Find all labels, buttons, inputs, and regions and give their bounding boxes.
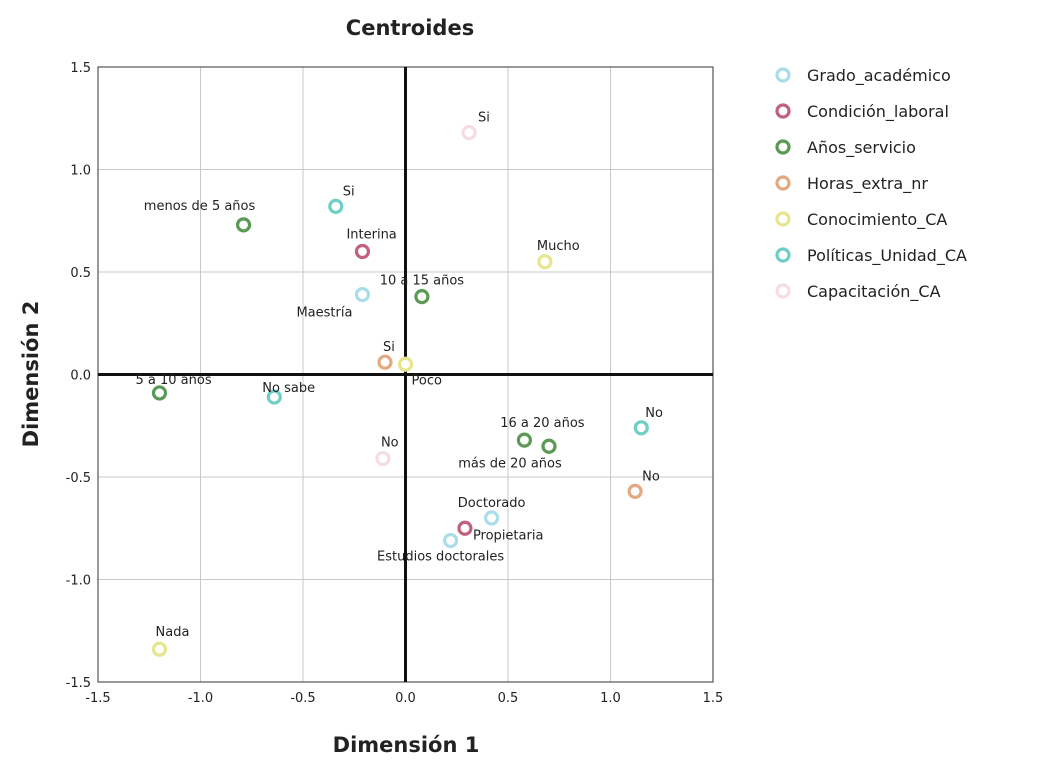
legend-item: Conocimiento_CA <box>775 210 947 230</box>
data-points <box>151 125 649 657</box>
data-point <box>541 438 557 454</box>
legend-label: Grado_académico <box>807 66 951 86</box>
data-label: Si <box>343 184 355 199</box>
legend-marker <box>775 103 791 119</box>
legend-marker <box>775 175 791 191</box>
data-point <box>235 217 252 233</box>
data-label: Doctorado <box>458 496 526 511</box>
data-label: No <box>381 436 399 451</box>
x-tick-label: -1.0 <box>188 691 213 706</box>
data-label: Mucho <box>537 239 580 254</box>
data-label: 10 a 15 años <box>380 274 465 289</box>
legend-label: Horas_extra_nr <box>807 174 928 194</box>
x-tick-label: 1.0 <box>600 691 621 706</box>
chart-title: Centroides <box>346 16 474 40</box>
data-point <box>377 354 393 370</box>
legend-marker <box>775 67 791 83</box>
legend-marker <box>775 283 791 299</box>
data-label: Poco <box>412 373 442 388</box>
data-label: Maestría <box>296 306 352 321</box>
data-point <box>457 520 473 536</box>
data-point <box>461 125 477 141</box>
data-label: menos de 5 años <box>144 199 256 214</box>
data-point <box>375 450 391 467</box>
point-labels: Maestría Doctorado Estudios doctorales Inte… <box>136 111 663 641</box>
data-label: Si <box>478 111 490 126</box>
data-label: 5 a 10 años <box>136 373 212 388</box>
data-point <box>516 432 533 448</box>
data-label: Estudios doctorales <box>377 550 504 565</box>
data-label: Nada <box>156 625 190 640</box>
data-point <box>414 289 430 305</box>
axes <box>97 66 714 683</box>
data-point <box>151 385 168 401</box>
legend-item: Condición_laboral <box>775 102 949 122</box>
legend-label: Políticas_Unidad_CA <box>807 246 967 266</box>
y-tick-label: 1.5 <box>70 61 91 76</box>
legend-item: Grado_académico <box>775 66 951 86</box>
data-label: Interina <box>346 228 396 243</box>
y-axis-title: Dimensión 2 <box>19 301 43 448</box>
legend-item: Años_servicio <box>775 138 916 158</box>
y-tick-label: 1.0 <box>70 164 91 179</box>
data-label: No <box>645 406 663 421</box>
y-tick-label: -1.5 <box>66 676 91 691</box>
x-tick-label: 0.0 <box>395 691 416 706</box>
legend-item: Capacitación_CA <box>775 282 941 302</box>
legend-marker <box>775 211 791 227</box>
data-point <box>627 483 643 499</box>
x-tick-label: 1.5 <box>703 691 724 706</box>
data-point <box>328 198 344 214</box>
y-tick-label: 0.0 <box>70 369 91 384</box>
data-label: Si <box>383 340 395 355</box>
legend-marker <box>775 247 791 263</box>
legend-item: Horas_extra_nr <box>775 174 928 194</box>
data-point <box>484 510 500 526</box>
data-label: No <box>642 469 660 484</box>
data-label: No sabe <box>262 381 315 396</box>
data-point <box>354 286 371 303</box>
data-point <box>354 243 371 260</box>
x-axis-title: Dimensión 1 <box>333 733 480 757</box>
x-tick-label: -1.5 <box>85 691 110 706</box>
x-tick-label: -0.5 <box>290 691 315 706</box>
data-label: 16 a 20 años <box>500 416 585 431</box>
legend-item: Políticas_Unidad_CA <box>775 246 967 266</box>
legend-label: Años_servicio <box>807 138 916 158</box>
data-point <box>443 532 459 549</box>
legend-label: Condición_laboral <box>807 102 949 122</box>
tick-labels: -1.5 -1.0 -0.5 0.0 0.5 1.0 1.5 1.5 1.0 0.5 0.0 -0.5… <box>66 61 724 706</box>
x-tick-label: 0.5 <box>498 691 519 706</box>
data-label: Propietaria <box>473 528 543 543</box>
legend-label: Capacitación_CA <box>807 282 941 302</box>
legend-label: Conocimiento_CA <box>807 210 947 230</box>
data-point <box>266 389 282 405</box>
legend: Grado_académico Condición_laboral Años_ser… <box>775 66 967 302</box>
data-label: más de 20 años <box>458 456 562 471</box>
y-tick-label: -1.0 <box>66 574 91 589</box>
data-point <box>397 356 414 372</box>
legend-marker <box>775 139 791 155</box>
data-point <box>633 420 649 436</box>
data-point <box>537 254 553 270</box>
y-tick-label: -0.5 <box>66 471 91 486</box>
data-point <box>151 641 168 657</box>
y-tick-label: 0.5 <box>70 266 91 281</box>
